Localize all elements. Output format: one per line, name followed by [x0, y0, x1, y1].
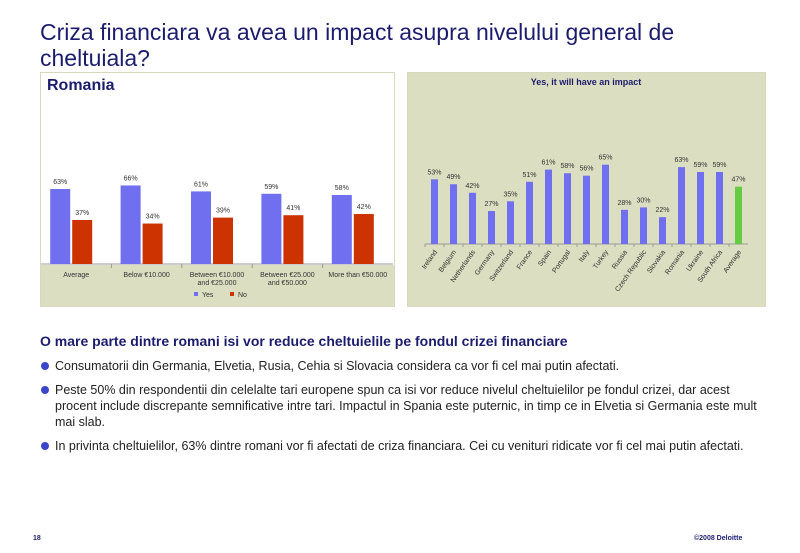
data-label: 22%	[655, 207, 669, 214]
bar	[526, 181, 533, 244]
x-tick-label: Average	[723, 249, 744, 274]
bullet-item: Peste 50% din respondentii din celelalte…	[40, 382, 770, 430]
bar-no	[72, 219, 93, 264]
x-tick-label: and €25.000	[198, 280, 237, 287]
data-label: 63%	[674, 157, 688, 164]
data-label: 42%	[357, 204, 371, 211]
data-label: 59%	[264, 184, 278, 191]
data-label: 59%	[712, 162, 726, 169]
legend-label: No	[238, 292, 247, 299]
bar	[621, 209, 628, 244]
data-label: 53%	[427, 169, 441, 176]
x-tick-label: Below €10.000	[123, 272, 169, 279]
data-label: 37%	[75, 210, 89, 217]
x-tick-label: Average	[63, 272, 89, 279]
data-label: 35%	[503, 191, 517, 198]
bar	[640, 207, 647, 244]
bar	[716, 172, 723, 244]
data-label: 49%	[446, 174, 460, 181]
romania-chart-panel: 63% 37% Average 66% 34% Below €10.000 61% 39% Be…	[40, 72, 395, 307]
bullet-icon	[41, 442, 49, 450]
x-tick-label: Ireland	[421, 249, 439, 271]
data-label: 66%	[124, 175, 138, 182]
bar	[469, 192, 476, 244]
bullet-text: In privinta cheltuielilor, 63% dintre ro…	[55, 439, 744, 453]
data-label: 58%	[335, 185, 349, 192]
x-tick-label: Romania	[664, 249, 686, 276]
x-tick-label: Portugal	[551, 249, 572, 275]
bar-no	[142, 223, 163, 264]
bullet-icon	[41, 362, 49, 370]
data-label: 56%	[579, 166, 593, 173]
data-label: 61%	[194, 181, 208, 188]
data-label: 30%	[636, 197, 650, 204]
page-number: 18	[33, 535, 41, 542]
romania-chart: 63% 37% Average 66% 34% Below €10.000 61% 39% Be…	[41, 73, 394, 299]
chart-title: Yes, it will have an impact	[531, 77, 642, 87]
data-label: 42%	[465, 183, 479, 190]
x-tick-label: Belgium	[438, 249, 458, 274]
x-tick-label: and €50.000	[268, 280, 307, 287]
romania-chart-title: Romania	[47, 77, 115, 94]
bullet-item: Consumatorii din Germania, Elvetia, Rusi…	[40, 358, 770, 374]
bar-no	[353, 214, 374, 264]
bar-yes	[331, 194, 352, 264]
x-tick-label: Turkey	[592, 249, 610, 271]
x-tick-label: Between €25.000	[260, 272, 315, 279]
data-label: 27%	[484, 201, 498, 208]
data-label: 51%	[522, 172, 536, 179]
data-label: 41%	[286, 205, 300, 212]
bar	[735, 186, 742, 244]
data-label: 28%	[617, 200, 631, 207]
bullet-list: Consumatorii din Germania, Elvetia, Rusi…	[40, 358, 770, 462]
data-label: 61%	[541, 160, 555, 167]
data-label: 65%	[598, 155, 612, 162]
x-tick-label: Between €10.000	[190, 272, 245, 279]
bar	[450, 184, 457, 244]
bullet-text: Peste 50% din respondentii din celelalte…	[55, 383, 757, 429]
data-label: 47%	[731, 177, 745, 184]
bar	[583, 175, 590, 244]
x-tick-label: Spain	[537, 249, 553, 268]
bar	[488, 211, 495, 244]
bar	[602, 164, 609, 244]
bar	[659, 217, 666, 244]
data-label: 39%	[216, 208, 230, 215]
legend-swatch-yes	[194, 292, 198, 296]
bar-no	[283, 215, 304, 264]
bullet-item: In privinta cheltuielilor, 63% dintre ro…	[40, 438, 770, 454]
bar	[431, 179, 438, 244]
x-tick-label: More than €50.000	[328, 272, 387, 279]
bar	[564, 173, 571, 244]
bar-no	[213, 217, 233, 264]
bar-yes	[50, 189, 71, 264]
x-tick-label: Ukraine	[686, 249, 706, 273]
countries-chart: Yes, it will have an impact 53% Ireland 49%…	[421, 77, 748, 293]
slide-title: Criza financiara va avea un impact asupr…	[40, 19, 675, 71]
legend-swatch-no	[230, 292, 234, 296]
bullet-icon	[41, 386, 49, 394]
copyright: ©2008 Deloitte	[694, 535, 743, 542]
bullet-text: Consumatorii din Germania, Elvetia, Rusi…	[55, 359, 620, 373]
bar	[678, 167, 685, 244]
x-tick-label: Russia	[611, 249, 629, 271]
bar-yes	[261, 193, 282, 264]
bar	[697, 172, 704, 244]
bar-yes	[191, 191, 211, 264]
x-tick-label: France	[516, 249, 534, 271]
legend-label: Yes	[202, 292, 214, 299]
data-label: 63%	[53, 179, 67, 186]
bar	[507, 201, 514, 244]
bar	[545, 169, 552, 244]
countries-chart-panel: Yes, it will have an impact 53% Ireland 49%…	[407, 72, 766, 307]
data-label: 59%	[693, 162, 707, 169]
x-tick-label: Italy	[578, 249, 591, 264]
section-subheading: O mare parte dintre romani isi vor reduc…	[40, 333, 568, 349]
data-label: 34%	[146, 214, 160, 221]
data-label: 58%	[560, 163, 574, 170]
bar-yes	[120, 185, 141, 264]
